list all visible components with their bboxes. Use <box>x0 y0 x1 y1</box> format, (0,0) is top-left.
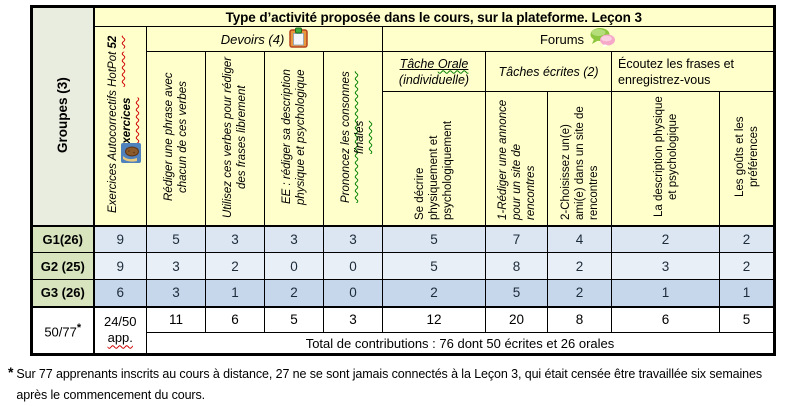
column-header-forums-3: 2-Choisissez un(e) ami(e) dans un site d… <box>547 91 612 226</box>
total-cell: 5 <box>719 305 775 333</box>
total-cell: 12 <box>382 305 486 333</box>
column-header-devoirs-1: Rédiger une phrase avec chacun de ces ve… <box>146 51 206 226</box>
column-header-devoirs-2: Utilisez ces verbes pour rédiger des fra… <box>205 51 265 226</box>
hotpot-header-text: Exercices Autocorrectifs HotPot 52 exerc… <box>106 29 134 219</box>
column-header-forums-2: 1-Rédiger une annonce pour un site de re… <box>485 91 548 226</box>
devoirs-label: Devoirs (4) <box>220 31 285 47</box>
row-label-g1: G1(26) <box>31 224 95 253</box>
data-cell: 2 <box>611 224 720 253</box>
row-label-g2: G2 (25) <box>31 252 95 280</box>
column-header-devoirs-4: Prononcez les consonnes finales <box>323 51 383 226</box>
data-cell: 0 <box>323 252 383 280</box>
footnote: * Sur 77 apprenants inscrits au cours à … <box>8 364 788 406</box>
hotpot-line1: Exercices Autocorrectifs HotPot <box>107 51 120 213</box>
data-cell: 6 <box>93 279 147 307</box>
groupes-header: Groupes (3) <box>31 6 95 226</box>
row-label-g3: G3 (26) <box>31 279 95 307</box>
total-cell: 20 <box>485 305 548 333</box>
table-title: Type d’activité proposée dans le cours, … <box>93 6 775 27</box>
data-cell: 2 <box>264 279 324 307</box>
data-cell: 1 <box>205 279 265 307</box>
data-cell: 3 <box>205 224 265 253</box>
column-header-forums-4: La description physique et psychologique <box>611 91 720 226</box>
data-cell: 3 <box>323 224 383 253</box>
total-cell: 6 <box>611 305 720 333</box>
totals-row-label: 50/77* <box>31 305 95 355</box>
groupes-header-label: Groupes (3) <box>54 76 70 153</box>
data-cell: 2 <box>205 252 265 280</box>
data-cell: 0 <box>264 252 324 280</box>
data-cell: 2 <box>547 279 612 307</box>
data-cell: 5 <box>485 279 548 307</box>
speech-bubbles-icon <box>589 28 616 51</box>
data-cell: 2 <box>719 224 775 253</box>
total-summary: Total de contributions : 76 dont 50 écri… <box>146 332 775 355</box>
hotpot-wavy: HotPot <box>107 51 120 87</box>
data-cell: 3 <box>146 279 206 307</box>
data-cell: 9 <box>93 252 147 280</box>
forums-label: Forums <box>539 31 585 47</box>
tache-orale-line2: (individuelle) <box>398 72 470 87</box>
forums-section-header: Forums <box>382 26 775 52</box>
tache-orale-header: Tâche Orale (individuelle) <box>382 51 486 92</box>
total-cell: 8 <box>547 305 612 333</box>
data-cell: 1 <box>611 279 720 307</box>
data-cell: 5 <box>146 224 206 253</box>
data-cell: 0 <box>323 279 383 307</box>
ecoutez-header: Écoutez les frases et enregistrez-vous <box>611 51 775 92</box>
activity-table: Groupes (3) Type d’activité proposée dan… <box>30 5 776 356</box>
column-header-devoirs-3: EE : rédiger sa description physique et … <box>264 51 324 226</box>
data-cell: 5 <box>382 224 486 253</box>
data-cell: 8 <box>485 252 548 280</box>
hotpotatoes-icon <box>120 143 141 163</box>
totals-asterisk: * <box>76 321 82 334</box>
data-cell: 2 <box>719 252 775 280</box>
column-header-forums-5: Les goûts et les préférences <box>719 91 775 226</box>
data-cell: 3 <box>611 252 720 280</box>
data-cell: 5 <box>382 252 486 280</box>
data-cell: 3 <box>264 224 324 253</box>
taches-ecrites-header: Tâches écrites (2) <box>485 51 612 92</box>
column-header-hotpot: Exercices Autocorrectifs HotPot 52 exerc… <box>93 26 147 226</box>
clipboard-icon <box>289 27 309 51</box>
total-cell: 3 <box>323 305 383 333</box>
footnote-text: Sur 77 apprenants inscrits au cours à di… <box>16 367 763 402</box>
data-cell: 2 <box>382 279 486 307</box>
total-cell: 6 <box>205 305 265 333</box>
data-cell: 1 <box>719 279 775 307</box>
footnote-asterisk: * <box>8 364 14 380</box>
total-cell: 5 <box>264 305 324 333</box>
data-cell: 7 <box>485 224 548 253</box>
tache-orale-line1: Tâche Orale <box>399 56 469 71</box>
data-cell: 9 <box>93 224 147 253</box>
column-header-forums-1: Se décrire physiquement et psychologique… <box>382 91 486 226</box>
total-cell: 11 <box>146 305 206 333</box>
hotpot-total-app: app. <box>107 330 133 346</box>
devoirs-section-header: Devoirs (4) <box>146 26 383 52</box>
data-cell: 4 <box>547 224 612 253</box>
data-cell: 2 <box>547 252 612 280</box>
hotpot-total-cell: 24/50 app. <box>93 305 147 355</box>
data-cell: 3 <box>146 252 206 280</box>
